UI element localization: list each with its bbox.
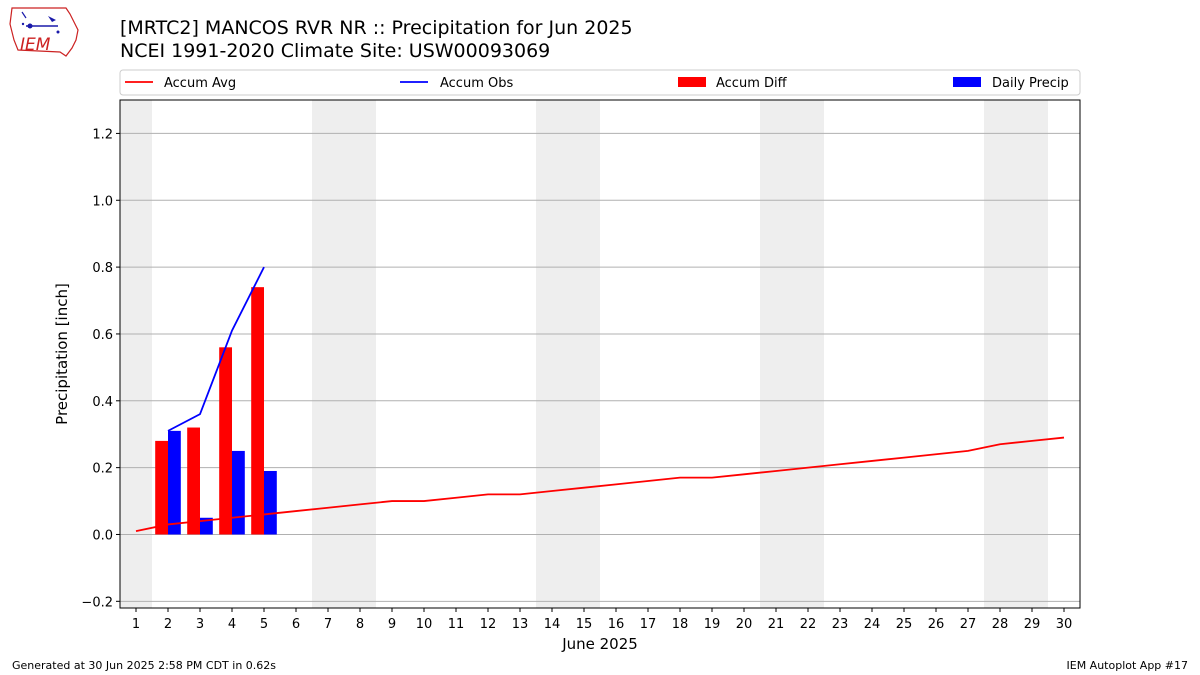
x-tick-label: 6 <box>292 617 300 632</box>
x-tick-label: 20 <box>736 617 753 632</box>
y-tick-label: −0.2 <box>81 595 113 610</box>
accum-diff-bar <box>155 440 168 535</box>
x-tick-label: 7 <box>324 617 332 632</box>
x-tick-label: 5 <box>260 617 268 632</box>
bars <box>155 287 277 535</box>
accum-diff-bar <box>187 427 200 535</box>
legend-swatch <box>678 77 706 87</box>
x-tick-label: 13 <box>512 617 529 632</box>
x-tick-label: 30 <box>1056 617 1073 632</box>
legend-label: Accum Obs <box>440 76 513 91</box>
weekend-band <box>536 100 600 608</box>
accum-diff-bar <box>219 347 232 535</box>
weekend-band <box>312 100 376 608</box>
y-tick-label: 1.2 <box>92 127 113 142</box>
x-tick-label: 3 <box>196 617 204 632</box>
daily-precip-bar <box>168 430 181 535</box>
chart-subtitle: NCEI 1991-2020 Climate Site: USW00093069 <box>120 40 551 62</box>
y-tick-label: 0.8 <box>92 261 113 276</box>
x-tick-label: 28 <box>992 617 1009 632</box>
y-tick-label: 0.0 <box>92 528 113 543</box>
plot-frame <box>119 99 1081 609</box>
y-tick-label: 0.6 <box>92 328 113 343</box>
app-label: IEM Autoplot App #17 <box>1066 659 1189 672</box>
y-tick-label: 0.2 <box>92 462 113 477</box>
x-tick-label: 1 <box>132 617 140 632</box>
x-tick-label: 8 <box>356 617 364 632</box>
x-tick-label: 27 <box>960 617 977 632</box>
x-tick-label: 14 <box>544 617 561 632</box>
legend-label: Accum Avg <box>164 76 236 91</box>
y-tick-label: 1.0 <box>92 194 113 209</box>
x-tick-label: 25 <box>896 617 913 632</box>
daily-precip-bar <box>232 450 245 535</box>
generated-timestamp: Generated at 30 Jun 2025 2:58 PM CDT in … <box>12 659 277 672</box>
weekend-bands <box>120 100 1048 608</box>
weekend-band <box>984 100 1048 608</box>
chart-title: [MRTC2] MANCOS RVR NR :: Precipitation f… <box>120 17 633 39</box>
x-tick-label: 24 <box>864 617 881 632</box>
x-tick-label: 4 <box>228 617 236 632</box>
x-tick-label: 29 <box>1024 617 1041 632</box>
accum-avg-line <box>135 436 1065 533</box>
x-tick-label: 12 <box>480 617 497 632</box>
logo-text: IEM <box>20 35 51 55</box>
daily-precip-bar <box>264 470 277 535</box>
accum-obs-line <box>167 266 265 432</box>
daily-precip-bar <box>200 517 213 535</box>
x-axis: 1 2 3 4 5 6 7 8 9 10 11 12 13 14 15 16 17 18 19 20 21 22 23 24 2… <box>132 608 1072 632</box>
x-tick-label: 17 <box>640 617 657 632</box>
x-tick-label: 21 <box>768 617 785 632</box>
x-axis-label: June 2025 <box>561 635 638 653</box>
legend-label: Accum Diff <box>716 76 788 91</box>
x-tick-label: 18 <box>672 617 689 632</box>
x-tick-label: 15 <box>576 617 593 632</box>
y-axis: −0.2 0.0 0.2 0.4 0.6 0.8 1.0 1.2 <box>81 127 120 610</box>
series-lines <box>135 266 1065 533</box>
accum-diff-bar <box>251 287 264 535</box>
legend-box <box>119 69 1081 96</box>
gridlines <box>120 132 1080 602</box>
iem-logo: IEM <box>8 6 80 62</box>
x-tick-label: 11 <box>448 617 465 632</box>
x-tick-label: 22 <box>800 617 817 632</box>
x-tick-label: 10 <box>416 617 433 632</box>
x-tick-label: 2 <box>164 617 172 632</box>
legend-swatch <box>953 77 981 87</box>
x-tick-label: 9 <box>388 617 396 632</box>
legend: Accum Avg Accum Obs Accum Diff Daily Precip <box>119 69 1081 96</box>
weekend-band <box>120 100 152 608</box>
weekend-band <box>760 100 824 608</box>
legend-label: Daily Precip <box>992 76 1069 91</box>
y-axis-label: Precipitation [inch] <box>53 283 71 425</box>
x-tick-label: 23 <box>832 617 849 632</box>
y-tick-label: 0.4 <box>92 395 113 410</box>
x-tick-label: 26 <box>928 617 945 632</box>
x-tick-label: 16 <box>608 617 625 632</box>
x-tick-label: 19 <box>704 617 721 632</box>
